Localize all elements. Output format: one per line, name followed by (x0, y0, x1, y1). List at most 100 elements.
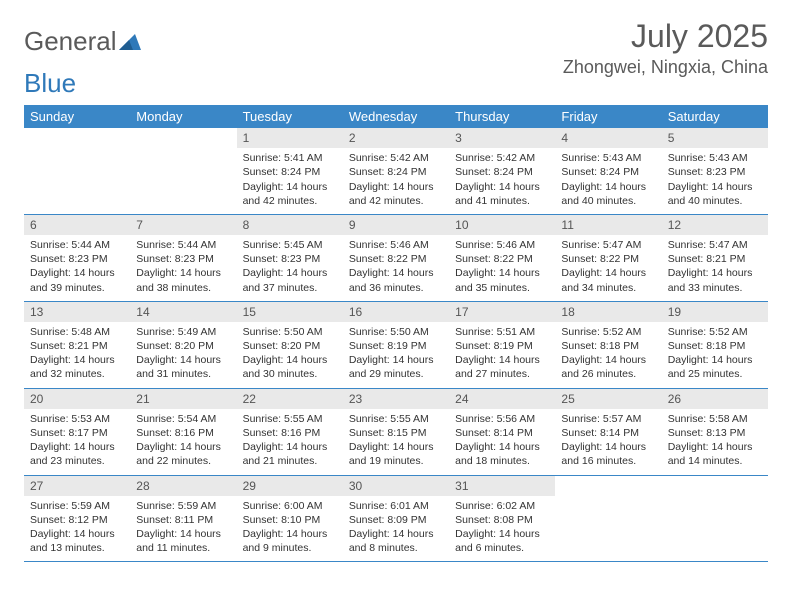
sunset-text: Sunset: 8:16 PM (243, 426, 337, 440)
calendar-page: General July 2025 Zhongwei, Ningxia, Chi… (0, 0, 792, 572)
sunset-text: Sunset: 8:14 PM (455, 426, 549, 440)
sunset-text: Sunset: 8:21 PM (668, 252, 762, 266)
day-cell: 29Sunrise: 6:00 AMSunset: 8:10 PMDayligh… (237, 476, 343, 563)
day-body: Sunrise: 5:55 AMSunset: 8:16 PMDaylight:… (237, 409, 343, 475)
day-cell: 23Sunrise: 5:55 AMSunset: 8:15 PMDayligh… (343, 389, 449, 476)
day-number: 30 (343, 476, 449, 496)
day-body: Sunrise: 5:49 AMSunset: 8:20 PMDaylight:… (130, 322, 236, 388)
calendar-table: Sunday Monday Tuesday Wednesday Thursday… (24, 105, 768, 562)
empty-cell (662, 476, 768, 563)
day-body: Sunrise: 5:47 AMSunset: 8:22 PMDaylight:… (555, 235, 661, 301)
sunset-text: Sunset: 8:20 PM (243, 339, 337, 353)
daylight-text: Daylight: 14 hours and 21 minutes. (243, 440, 337, 468)
sunset-text: Sunset: 8:19 PM (455, 339, 549, 353)
sunrise-text: Sunrise: 5:52 AM (561, 325, 655, 339)
daylight-text: Daylight: 14 hours and 19 minutes. (349, 440, 443, 468)
sunrise-text: Sunrise: 5:54 AM (136, 412, 230, 426)
sunrise-text: Sunrise: 6:00 AM (243, 499, 337, 513)
day-cell: 8Sunrise: 5:45 AMSunset: 8:23 PMDaylight… (237, 215, 343, 302)
daylight-text: Daylight: 14 hours and 6 minutes. (455, 527, 549, 555)
sunset-text: Sunset: 8:11 PM (136, 513, 230, 527)
day-number: 12 (662, 215, 768, 235)
sunrise-text: Sunrise: 5:58 AM (668, 412, 762, 426)
day-cell: 2 Sunrise: 5:42 AMSunset: 8:24 PMDaylight… (343, 128, 449, 215)
day-cell: 14Sunrise: 5:49 AMSunset: 8:20 PMDayligh… (130, 302, 236, 389)
daylight-text: Daylight: 14 hours and 42 minutes. (349, 180, 443, 208)
daylight-text: Daylight: 14 hours and 31 minutes. (136, 353, 230, 381)
weekday-mon: Monday (130, 105, 236, 128)
day-number: 5 (662, 128, 768, 148)
day-body: Sunrise: 5:50 AMSunset: 8:20 PMDaylight:… (237, 322, 343, 388)
day-cell: 31Sunrise: 6:02 AMSunset: 8:08 PMDayligh… (449, 476, 555, 563)
sunset-text: Sunset: 8:23 PM (136, 252, 230, 266)
day-body: Sunrise: 5:46 AMSunset: 8:22 PMDaylight:… (449, 235, 555, 301)
day-number: 20 (24, 389, 130, 409)
day-body: Sunrise: 5:48 AMSunset: 8:21 PMDaylight:… (24, 322, 130, 388)
sunrise-text: Sunrise: 5:42 AM (455, 151, 549, 165)
brand-part2: Blue (24, 68, 76, 99)
sunset-text: Sunset: 8:20 PM (136, 339, 230, 353)
day-body: Sunrise: 5:51 AMSunset: 8:19 PMDaylight:… (449, 322, 555, 388)
day-number: 2 (343, 128, 449, 148)
sunset-text: Sunset: 8:23 PM (668, 165, 762, 179)
day-number: 31 (449, 476, 555, 496)
daylight-text: Daylight: 14 hours and 14 minutes. (668, 440, 762, 468)
daylight-text: Daylight: 14 hours and 42 minutes. (243, 180, 337, 208)
day-cell: 10Sunrise: 5:46 AMSunset: 8:22 PMDayligh… (449, 215, 555, 302)
daylight-text: Daylight: 14 hours and 11 minutes. (136, 527, 230, 555)
sunrise-text: Sunrise: 5:44 AM (30, 238, 124, 252)
sunrise-text: Sunrise: 5:49 AM (136, 325, 230, 339)
sunset-text: Sunset: 8:18 PM (668, 339, 762, 353)
sunrise-text: Sunrise: 5:45 AM (243, 238, 337, 252)
empty-cell (130, 128, 236, 215)
day-body: Sunrise: 5:57 AMSunset: 8:14 PMDaylight:… (555, 409, 661, 475)
sunrise-text: Sunrise: 5:59 AM (136, 499, 230, 513)
day-number: 23 (343, 389, 449, 409)
day-number: 25 (555, 389, 661, 409)
day-number: 10 (449, 215, 555, 235)
daylight-text: Daylight: 14 hours and 41 minutes. (455, 180, 549, 208)
day-number: 14 (130, 302, 236, 322)
brand-part1: General (24, 26, 117, 57)
day-cell: 11Sunrise: 5:47 AMSunset: 8:22 PMDayligh… (555, 215, 661, 302)
day-number: 1 (237, 128, 343, 148)
location-text: Zhongwei, Ningxia, China (563, 57, 768, 78)
day-cell: 7Sunrise: 5:44 AMSunset: 8:23 PMDaylight… (130, 215, 236, 302)
sunrise-text: Sunrise: 5:52 AM (668, 325, 762, 339)
day-cell: 16Sunrise: 5:50 AMSunset: 8:19 PMDayligh… (343, 302, 449, 389)
day-body: Sunrise: 5:45 AMSunset: 8:23 PMDaylight:… (237, 235, 343, 301)
day-number: 16 (343, 302, 449, 322)
title-block: July 2025 Zhongwei, Ningxia, China (563, 18, 768, 78)
day-number: 28 (130, 476, 236, 496)
daylight-text: Daylight: 14 hours and 16 minutes. (561, 440, 655, 468)
empty-cell (555, 476, 661, 563)
sunset-text: Sunset: 8:22 PM (561, 252, 655, 266)
day-cell: 17Sunrise: 5:51 AMSunset: 8:19 PMDayligh… (449, 302, 555, 389)
day-body: Sunrise: 6:02 AMSunset: 8:08 PMDaylight:… (449, 496, 555, 562)
sunrise-text: Sunrise: 5:50 AM (349, 325, 443, 339)
sunset-text: Sunset: 8:12 PM (30, 513, 124, 527)
day-cell: 28 Sunrise: 5:59 AMSunset: 8:11 PMDayligh… (130, 476, 236, 563)
daylight-text: Daylight: 14 hours and 39 minutes. (30, 266, 124, 294)
day-number: 22 (237, 389, 343, 409)
day-number: 8 (237, 215, 343, 235)
day-body: Sunrise: 5:50 AMSunset: 8:19 PMDaylight:… (343, 322, 449, 388)
day-cell: 15Sunrise: 5:50 AMSunset: 8:20 PMDayligh… (237, 302, 343, 389)
day-number: 24 (449, 389, 555, 409)
daylight-text: Daylight: 14 hours and 34 minutes. (561, 266, 655, 294)
day-cell: 21Sunrise: 5:54 AMSunset: 8:16 PMDayligh… (130, 389, 236, 476)
sunrise-text: Sunrise: 5:42 AM (349, 151, 443, 165)
sunset-text: Sunset: 8:24 PM (349, 165, 443, 179)
day-number: 27 (24, 476, 130, 496)
day-body: Sunrise: 5:47 AMSunset: 8:21 PMDaylight:… (662, 235, 768, 301)
day-cell: 27Sunrise: 5:59 AMSunset: 8:12 PMDayligh… (24, 476, 130, 563)
daylight-text: Daylight: 14 hours and 32 minutes. (30, 353, 124, 381)
day-body: Sunrise: 6:01 AMSunset: 8:09 PMDaylight:… (343, 496, 449, 562)
day-body: Sunrise: 5:43 AMSunset: 8:23 PMDaylight:… (662, 148, 768, 214)
sunset-text: Sunset: 8:24 PM (455, 165, 549, 179)
sunrise-text: Sunrise: 6:02 AM (455, 499, 549, 513)
sunrise-text: Sunrise: 6:01 AM (349, 499, 443, 513)
sunrise-text: Sunrise: 5:55 AM (243, 412, 337, 426)
day-body: Sunrise: 5:46 AMSunset: 8:22 PMDaylight:… (343, 235, 449, 301)
sunset-text: Sunset: 8:17 PM (30, 426, 124, 440)
